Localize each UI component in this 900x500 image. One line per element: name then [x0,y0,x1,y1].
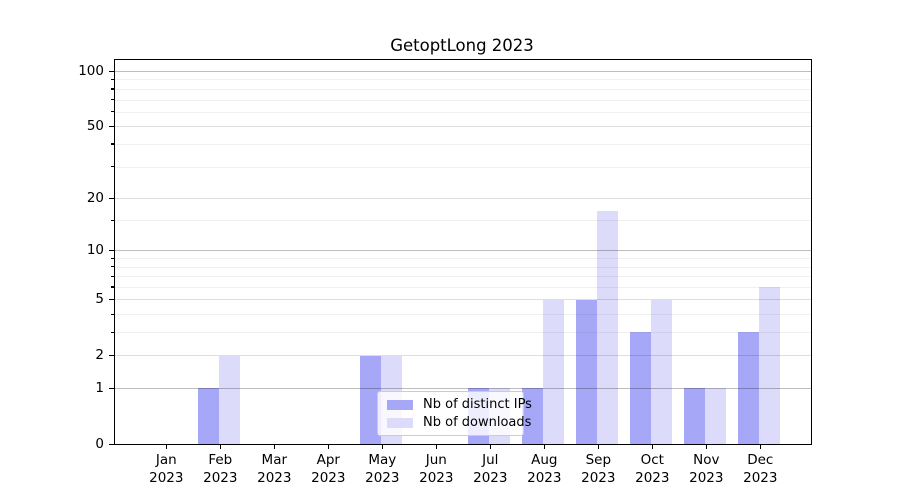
x-tick-label: Apr 2023 [311,452,346,486]
gridline [114,276,811,278]
bar-ip [738,332,760,444]
gridline [114,286,811,288]
y-minor-tick-mark [110,257,114,259]
gridline [114,99,811,101]
y-minor-tick-mark [110,331,114,333]
legend-label-ip: Nb of distinct IPs [423,397,532,412]
x-tick-mark [759,444,761,450]
bar-ip [576,299,598,444]
legend-entry-downloads: Nb of downloads [384,415,531,430]
legend-label-downloads: Nb of downloads [423,415,532,430]
y-minor-tick-mark [110,143,114,145]
gridline [114,355,811,357]
y-minor-tick-mark [110,78,114,81]
gridline [114,143,811,145]
y-tick-label: 1 [95,380,104,397]
y-minor-tick-mark [110,219,114,221]
x-tick-label: Aug 2023 [527,452,562,486]
gridline [114,71,811,72]
y-minor-tick-mark [110,275,114,277]
y-tick-mark [108,387,114,389]
bar-downloads [705,388,727,444]
gridline [114,258,811,260]
x-tick-mark [435,444,437,450]
x-tick-label: Dec 2023 [743,452,778,486]
y-minor-tick-mark [110,111,114,113]
legend-swatch-ip [387,399,413,410]
bar-downloads [759,287,781,444]
bar-downloads [651,299,673,444]
x-tick-mark [651,444,653,450]
y-tick-label: 10 [86,242,104,259]
gridline [114,266,811,268]
bar-downloads [597,210,619,444]
x-tick-label: Mar 2023 [257,452,292,486]
x-tick-label: Jul 2023 [473,452,508,486]
y-minor-tick-mark [110,286,114,288]
y-tick-mark [108,197,114,199]
gridline [114,314,811,316]
gridline [114,126,811,128]
gridline [114,250,811,252]
y-minor-tick-mark [110,99,114,101]
y-tick-label: 20 [86,190,104,207]
y-minor-tick-mark [110,88,114,90]
y-tick-mark [108,443,114,445]
y-tick-mark [108,125,114,127]
legend: Nb of distinct IPs Nb of downloads [377,391,532,436]
x-tick-label: Nov 2023 [689,452,724,486]
y-tick-label: 50 [86,118,104,135]
y-tick-mark [108,249,114,252]
gridline [114,79,811,81]
bar-ip [360,355,382,444]
gridline [114,332,811,334]
x-tick-mark [597,444,599,450]
x-tick-label: Jan 2023 [149,452,184,486]
bar-ip [684,388,706,444]
x-tick-mark [327,444,329,450]
y-tick-label: 5 [95,291,104,308]
x-tick-label: Oct 2023 [635,452,670,486]
x-tick-mark [273,444,275,450]
bar-ip [630,332,652,444]
gridline [114,166,811,168]
gridline [114,111,811,113]
x-tick-label: May 2023 [365,452,400,486]
legend-entry-distinct-ips: Nb of distinct IPs [384,397,532,412]
x-tick-mark [489,444,491,450]
y-minor-tick-mark [110,266,114,268]
gridline [114,220,811,222]
gridline [114,299,811,301]
y-tick-label: 0 [95,436,104,453]
bar-downloads [219,355,241,444]
x-tick-mark [219,444,221,450]
y-tick-mark [108,354,114,357]
gridline [114,388,811,390]
x-tick-label: Feb 2023 [203,452,238,486]
gridline [114,88,811,90]
x-tick-mark [165,444,167,450]
plot-area [113,58,812,445]
y-minor-tick-mark [110,313,114,315]
y-tick-label: 100 [78,63,104,79]
x-tick-label: Sep 2023 [581,452,616,486]
y-tick-label: 2 [95,347,104,364]
legend-swatch-downloads [387,417,413,428]
x-tick-mark [381,444,383,450]
y-tick-mark [108,298,114,301]
bar-downloads [543,299,565,444]
gridline [114,198,811,200]
bar-ip [522,388,544,444]
chart-title: GetoptLong 2023 [390,36,534,55]
y-tick-mark [108,70,114,72]
bar-ip [198,388,220,444]
y-minor-tick-mark [110,166,114,168]
x-tick-mark [543,444,545,450]
x-tick-mark [705,444,707,450]
x-tick-label: Jun 2023 [419,452,454,486]
